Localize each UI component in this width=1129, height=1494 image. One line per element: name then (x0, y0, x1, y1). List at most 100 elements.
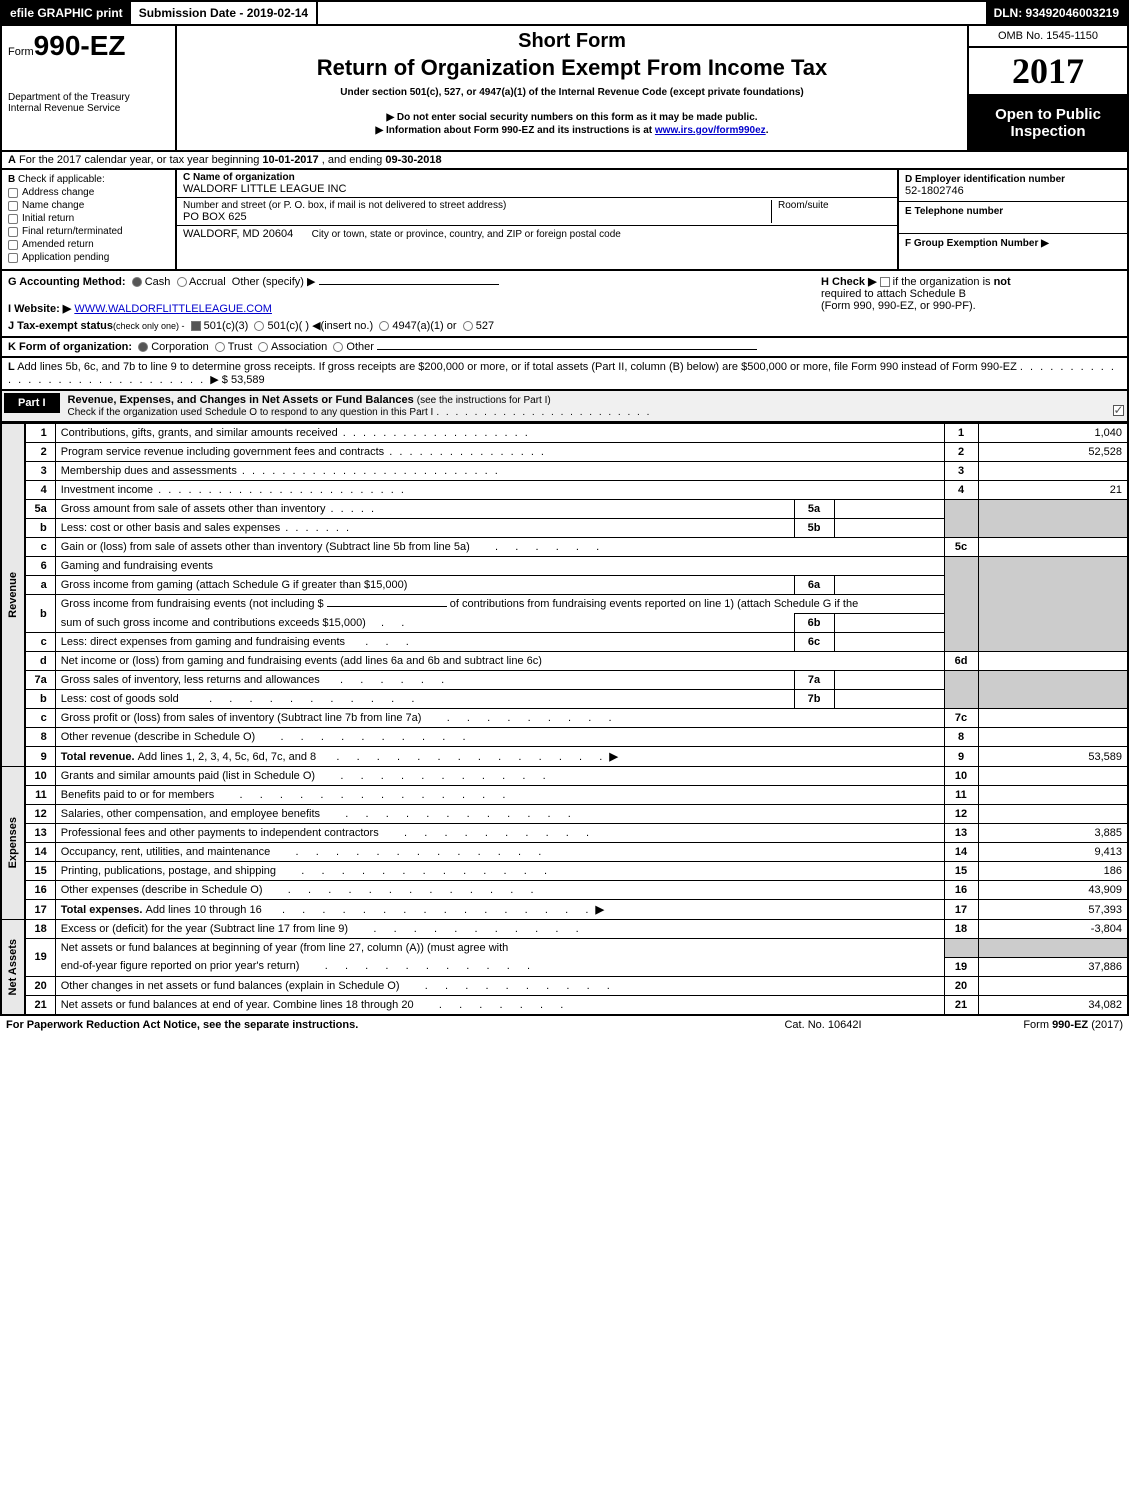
revenue-sidelabel: Revenue (1, 424, 25, 767)
h-text1: if the organization is (893, 276, 994, 288)
chk-label: Application pending (22, 252, 109, 263)
dots: . . . . . . . . . . . (348, 923, 581, 935)
chk-501c3[interactable] (191, 321, 201, 331)
chk-initial-return[interactable]: Initial return (8, 213, 169, 224)
part-title: Revenue, Expenses, and Changes in Net As… (68, 394, 417, 406)
line-desc: Grants and similar amounts paid (list in… (61, 770, 315, 782)
line-refnum: 19 (944, 957, 978, 976)
part-1-table: Revenue 1 Contributions, gifts, grants, … (0, 423, 1129, 1016)
chk-application-pending[interactable]: Application pending (8, 252, 169, 263)
b-check-if: Check if applicable: (18, 174, 105, 185)
line-desc: Gaming and fundraising events (61, 560, 213, 572)
line-12: 12 Salaries, other compensation, and emp… (1, 805, 1128, 824)
line-refnum: 10 (944, 767, 978, 786)
footer-right: Form 990-EZ (2017) (923, 1019, 1123, 1031)
line-num: 12 (25, 805, 55, 824)
form-header: Form990-EZ Department of the Treasury In… (0, 26, 1129, 152)
line-refnum: 4 (944, 481, 978, 500)
dots: . . . . . . . . . (421, 712, 613, 724)
note-ssn: ▶ Do not enter social security numbers o… (185, 112, 959, 123)
line-value: 34,082 (978, 995, 1128, 1015)
line-value (978, 538, 1128, 557)
line-desc: Professional fees and other payments to … (61, 827, 379, 839)
arrow-icon: ▶ (595, 904, 603, 916)
line-desc: Program service revenue including govern… (61, 446, 384, 458)
k-other-line (377, 349, 757, 350)
tax-year-end: 09-30-2018 (385, 154, 441, 166)
line-refnum: 5c (944, 538, 978, 557)
chk-final-return[interactable]: Final return/terminated (8, 226, 169, 237)
line-a-letter: A (8, 154, 16, 166)
k-opt: Other (346, 341, 374, 353)
j-label: J Tax-exempt status (8, 320, 113, 332)
checkbox-icon (8, 253, 18, 263)
row-l: L Add lines 5b, 6c, and 7b to line 9 to … (0, 358, 1129, 391)
mid-val (834, 500, 944, 519)
radio-assoc[interactable] (258, 342, 268, 352)
line-num: 16 (25, 881, 55, 900)
chk-sched-b[interactable] (880, 277, 890, 287)
grey-cell (944, 500, 978, 538)
website-link[interactable]: WWW.WALDORFLITTLELEAGUE.COM (74, 303, 272, 315)
line-num: 19 (25, 939, 55, 977)
chk-527[interactable] (463, 321, 473, 331)
irs-link[interactable]: www.irs.gov/form990ez (655, 125, 766, 136)
line-value: 52,528 (978, 443, 1128, 462)
line-refnum: 16 (944, 881, 978, 900)
ein-value: 52-1802746 (905, 185, 1121, 197)
line-desc: Other expenses (describe in Schedule O) (61, 884, 263, 896)
line-num: b (25, 690, 55, 709)
j-opt: 4947(a)(1) or (392, 320, 456, 332)
line-value (978, 786, 1128, 805)
line-desc: Occupancy, rent, utilities, and maintena… (61, 846, 271, 858)
b-letter: B (8, 174, 15, 185)
mid-val (834, 576, 944, 595)
mid-ref: 5b (794, 519, 834, 538)
line-value: 9,413 (978, 843, 1128, 862)
e-label: E Telephone number (905, 206, 1003, 217)
part-tag: Part I (4, 393, 60, 413)
radio-trust[interactable] (215, 342, 225, 352)
dots: . . . . . . . . . . . . . . . . . . . . … (237, 465, 500, 477)
chk-address-change[interactable]: Address change (8, 187, 169, 198)
line-desc: Salaries, other compensation, and employ… (61, 808, 320, 820)
dots: . . . . . . . . . . . . . . . . . . . . … (153, 484, 406, 496)
line-3: 3 Membership dues and assessments . . . … (1, 462, 1128, 481)
checkbox-icon (8, 201, 18, 211)
city-label: City or town, state or province, country… (312, 229, 621, 240)
chk-501c[interactable] (254, 321, 264, 331)
radio-cash[interactable] (132, 277, 142, 287)
submission-date: Submission Date - 2019-02-14 (131, 2, 318, 24)
dln-label: DLN: 93492046003219 (986, 2, 1127, 24)
line-9: 9 Total revenue. Add lines 1, 2, 3, 4, 5… (1, 747, 1128, 767)
line-num: 15 (25, 862, 55, 881)
line-desc3: sum of such gross income and contributio… (61, 617, 366, 629)
dots: . . . . . . (470, 541, 601, 553)
netassets-sidelabel: Net Assets (1, 920, 25, 1015)
line-num: 4 (25, 481, 55, 500)
line-value (978, 767, 1128, 786)
blank-line (327, 606, 447, 607)
line-num: 2 (25, 443, 55, 462)
line-num: c (25, 709, 55, 728)
line-desc: Less: direct expenses from gaming and fu… (61, 636, 345, 648)
line-refnum: 12 (944, 805, 978, 824)
part-checkbox[interactable] (1109, 391, 1127, 419)
efile-print-button[interactable]: efile GRAPHIC print (2, 2, 131, 24)
chk-amended-return[interactable]: Amended return (8, 239, 169, 250)
line-desc: Printing, publications, postage, and shi… (61, 865, 276, 877)
radio-other[interactable] (333, 342, 343, 352)
note-info-post: . (766, 125, 769, 136)
line-value: 37,886 (978, 957, 1128, 976)
radio-corp[interactable] (138, 342, 148, 352)
line-num: d (25, 652, 55, 671)
l-text: Add lines 5b, 6c, and 7b to line 9 to de… (17, 361, 1017, 373)
line-19-top: 19 Net assets or fund balances at beginn… (1, 939, 1128, 958)
dots: . . . . . . . . . . . (315, 770, 548, 782)
chk-4947[interactable] (379, 321, 389, 331)
line-num: 1 (25, 424, 55, 443)
line-7a: 7a Gross sales of inventory, less return… (1, 671, 1128, 690)
radio-accrual[interactable] (177, 277, 187, 287)
line-value: 186 (978, 862, 1128, 881)
chk-name-change[interactable]: Name change (8, 200, 169, 211)
